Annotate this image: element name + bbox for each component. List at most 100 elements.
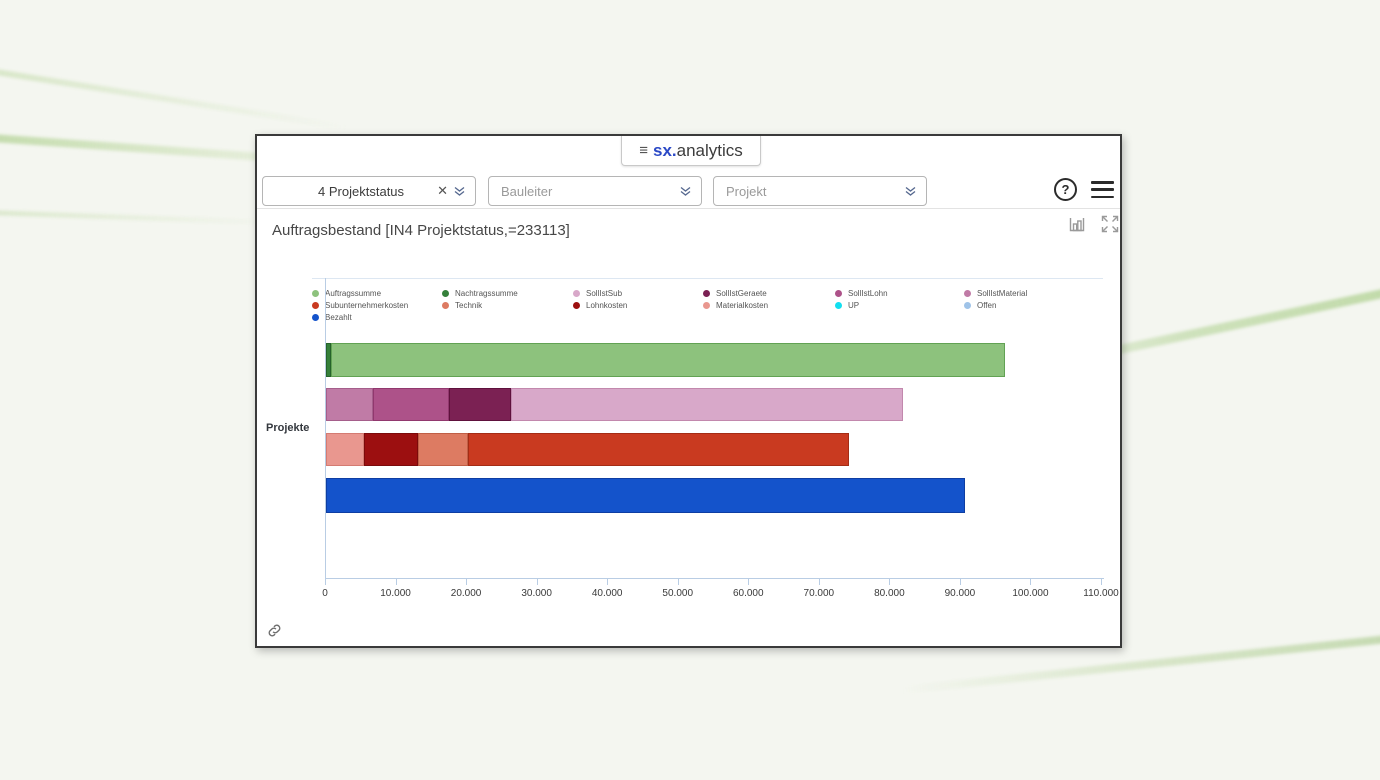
legend-item[interactable]: Materialkosten	[703, 301, 768, 310]
legend-color-dot	[835, 290, 842, 297]
legend-label: Lohnkosten	[586, 301, 627, 310]
legend-color-dot	[312, 290, 319, 297]
filter-bauleiter-placeholder: Bauleiter	[489, 184, 678, 199]
background-streak	[0, 65, 348, 130]
x-axis-tick-label: 110.000	[1069, 588, 1133, 599]
x-axis-tick-label: 100.000	[998, 588, 1062, 599]
legend-item[interactable]: Offen	[964, 301, 996, 310]
legend-item[interactable]: SollIstGeraete	[703, 289, 767, 298]
background-streak	[0, 210, 280, 225]
x-axis-tick	[1030, 579, 1031, 585]
logo-menu-icon[interactable]: ≡	[639, 142, 648, 159]
x-axis-tick-label: 40.000	[575, 588, 639, 599]
bar-segment[interactable]	[449, 388, 511, 421]
legend-label: Technik	[455, 301, 482, 310]
legend-item[interactable]: SollIstMaterial	[964, 289, 1027, 298]
legend-color-dot	[964, 302, 971, 309]
legend-label: Subunternehmerkosten	[325, 301, 408, 310]
chevron-down-icon[interactable]	[452, 184, 467, 198]
bar-segment[interactable]	[326, 433, 364, 466]
legend-label: Nachtragssumme	[455, 289, 518, 298]
app-window: ≡ sx.analytics 4 Projektstatus ✕ Bauleit…	[255, 134, 1122, 648]
legend-item[interactable]: UP	[835, 301, 859, 310]
filter-bauleiter[interactable]: Bauleiter	[488, 176, 702, 206]
legend-item[interactable]: Auftragssumme	[312, 289, 381, 298]
app-logo-tab: ≡ sx.analytics	[621, 136, 761, 166]
menu-icon[interactable]	[1091, 181, 1114, 198]
legend-item[interactable]: Lohnkosten	[573, 301, 627, 310]
legend-item[interactable]: Nachtragssumme	[442, 289, 518, 298]
legend-color-dot	[573, 302, 580, 309]
brand-secondary: analytics	[677, 141, 743, 160]
legend-label: SollIstMaterial	[977, 289, 1027, 298]
legend-label: Materialkosten	[716, 301, 768, 310]
x-axis-tick-label: 10.000	[364, 588, 428, 599]
legend-item[interactable]: Subunternehmerkosten	[312, 301, 408, 310]
y-axis-category-label: Projekte	[266, 422, 309, 434]
bar-segment[interactable]	[326, 478, 965, 513]
x-axis-tick	[607, 579, 608, 585]
legend-color-dot	[312, 314, 319, 321]
legend-label: SollIstGeraete	[716, 289, 767, 298]
x-axis-tick-label: 50.000	[646, 588, 710, 599]
x-axis-tick	[819, 579, 820, 585]
x-axis-tick	[960, 579, 961, 585]
chevron-down-icon[interactable]	[678, 184, 693, 198]
chevron-down-icon[interactable]	[903, 184, 918, 198]
bar-chart-icon[interactable]	[1067, 214, 1087, 234]
filter-projekt-placeholder: Projekt	[714, 184, 903, 199]
legend-color-dot	[964, 290, 971, 297]
brand-primary: sx.	[653, 141, 677, 160]
legend-label: SollIstSub	[586, 289, 622, 298]
x-axis-tick-label: 20.000	[434, 588, 498, 599]
legend-label: UP	[848, 301, 859, 310]
x-axis-tick-label: 0	[293, 588, 357, 599]
legend-color-dot	[573, 290, 580, 297]
x-axis-tick-label: 60.000	[716, 588, 780, 599]
legend-label: SollIstLohn	[848, 289, 888, 298]
filter-projektstatus-value: 4 Projektstatus	[263, 184, 433, 199]
bar-segment[interactable]	[511, 388, 903, 421]
legend-item[interactable]: SollIstSub	[573, 289, 622, 298]
x-axis-tick	[1101, 579, 1102, 585]
legend-color-dot	[442, 302, 449, 309]
plot-border-top	[312, 278, 1103, 279]
bar-segment[interactable]	[373, 388, 449, 421]
bar-segment[interactable]	[364, 433, 418, 466]
bar-segment[interactable]	[326, 388, 373, 421]
x-axis-tick	[748, 579, 749, 585]
legend-item[interactable]: Bezahlt	[312, 313, 352, 322]
bar-segment[interactable]	[418, 433, 468, 466]
x-axis-tick	[537, 579, 538, 585]
legend-label: Bezahlt	[325, 313, 352, 322]
legend-color-dot	[835, 302, 842, 309]
brand-name: sx.analytics	[653, 141, 743, 161]
x-axis-tick-label: 90.000	[928, 588, 992, 599]
x-axis-tick-label: 70.000	[787, 588, 851, 599]
link-icon[interactable]	[266, 622, 283, 639]
legend-color-dot	[703, 302, 710, 309]
legend-item[interactable]: Technik	[442, 301, 482, 310]
x-axis-tick-label: 30.000	[505, 588, 569, 599]
legend-item[interactable]: SollIstLohn	[835, 289, 888, 298]
bar-segment[interactable]	[468, 433, 849, 466]
legend-color-dot	[442, 290, 449, 297]
x-axis-tick-label: 80.000	[857, 588, 921, 599]
x-axis-tick	[678, 579, 679, 585]
bar-segment[interactable]	[331, 343, 1005, 377]
header-divider	[257, 208, 1120, 209]
x-axis-tick	[466, 579, 467, 585]
legend-color-dot	[312, 302, 319, 309]
expand-fullscreen-icon[interactable]	[1100, 214, 1120, 234]
x-axis-line	[325, 578, 1104, 579]
x-axis-tick	[889, 579, 890, 585]
legend-color-dot	[703, 290, 710, 297]
x-axis-tick	[396, 579, 397, 585]
filter-projektstatus[interactable]: 4 Projektstatus ✕	[262, 176, 476, 206]
clear-filter-icon[interactable]: ✕	[433, 183, 452, 199]
y-axis-line	[325, 278, 326, 579]
panel-title: Auftragsbestand [IN4 Projektstatus,=2331…	[272, 222, 570, 239]
filter-projekt[interactable]: Projekt	[713, 176, 927, 206]
help-button[interactable]: ?	[1054, 178, 1077, 201]
legend-label: Auftragssumme	[325, 289, 381, 298]
